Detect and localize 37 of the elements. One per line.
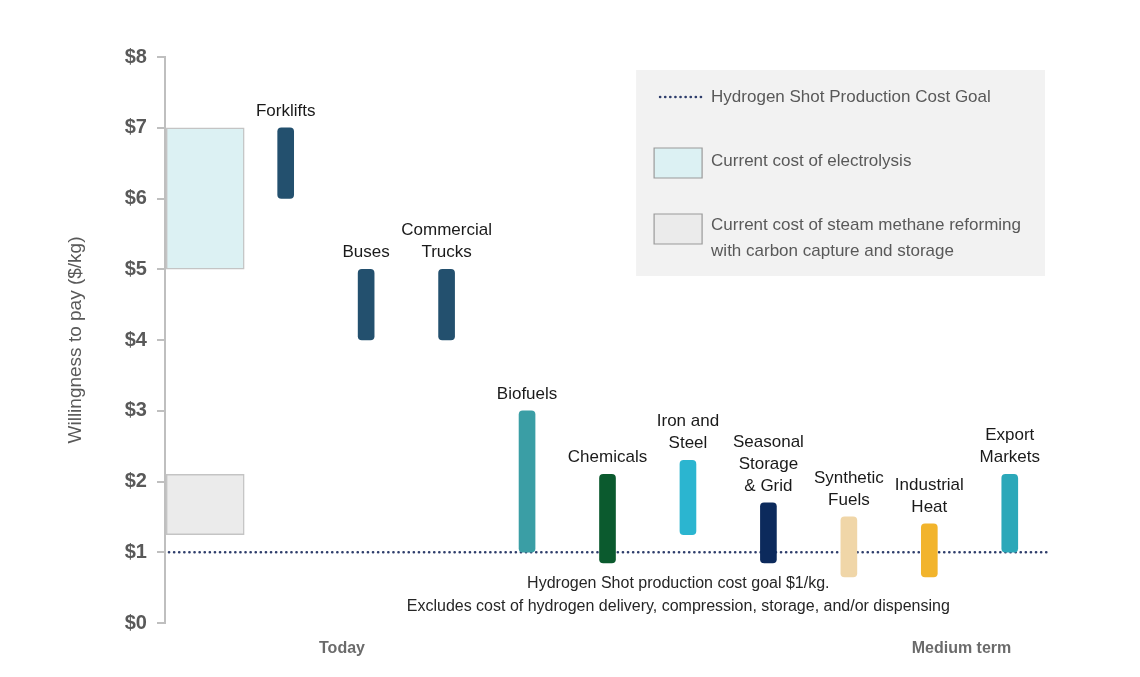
y-tick-label: $5 — [124, 256, 147, 279]
x-tick-label: Synthetic Fuels — [813, 467, 885, 509]
bar — [679, 459, 697, 535]
bar — [1001, 474, 1019, 553]
bar — [760, 502, 777, 564]
x-tick-label: Biofuels — [496, 383, 558, 403]
bar — [840, 516, 858, 578]
x-tick-label: Chemicals — [567, 447, 648, 467]
text: Today — [319, 639, 366, 656]
legend-label: Current cost of steam methane reforming with carbon capture and storage — [710, 214, 1022, 260]
y-tick-label: $3 — [124, 398, 147, 421]
x-tick-label: Export Markets — [979, 425, 1041, 467]
y-tick-label: $1 — [124, 539, 147, 562]
bar — [277, 127, 295, 199]
y-tick-label: $6 — [124, 186, 147, 209]
bar — [599, 474, 616, 564]
bar — [920, 523, 938, 578]
x-tick-label: Seasonal Storage & Grid — [732, 431, 804, 495]
bar — [518, 410, 536, 553]
x-tick-label: Buses — [342, 242, 390, 262]
y-axis-title: Willingness to pay ($/kg) — [63, 236, 85, 444]
y-tick-label: $0 — [124, 610, 147, 633]
annotation: Hydrogen Shot production cost goal $1/kg. — [527, 574, 830, 592]
x-tick-label: Iron and Steel — [656, 411, 720, 453]
x-tick-label: Forklifts — [255, 100, 316, 120]
bar — [357, 268, 375, 341]
y-tick-label: $8 — [124, 44, 147, 67]
legend-label: Current cost of electrolysis — [711, 150, 912, 170]
y-tick-label: $2 — [124, 469, 147, 492]
y-tick-label: $7 — [124, 115, 147, 138]
x-tick-label: Industrial Heat — [894, 474, 964, 516]
text: Medium term — [911, 639, 1012, 656]
legend-label: Hydrogen Shot Production Cost Goal — [711, 86, 991, 106]
annotation: Excludes cost of hydrogen delivery, compression, storage, and/or dispensing — [406, 597, 950, 615]
bar — [438, 268, 455, 341]
x-tick-label: Commercial Trucks — [401, 220, 492, 262]
y-tick-label: $4 — [124, 327, 148, 350]
